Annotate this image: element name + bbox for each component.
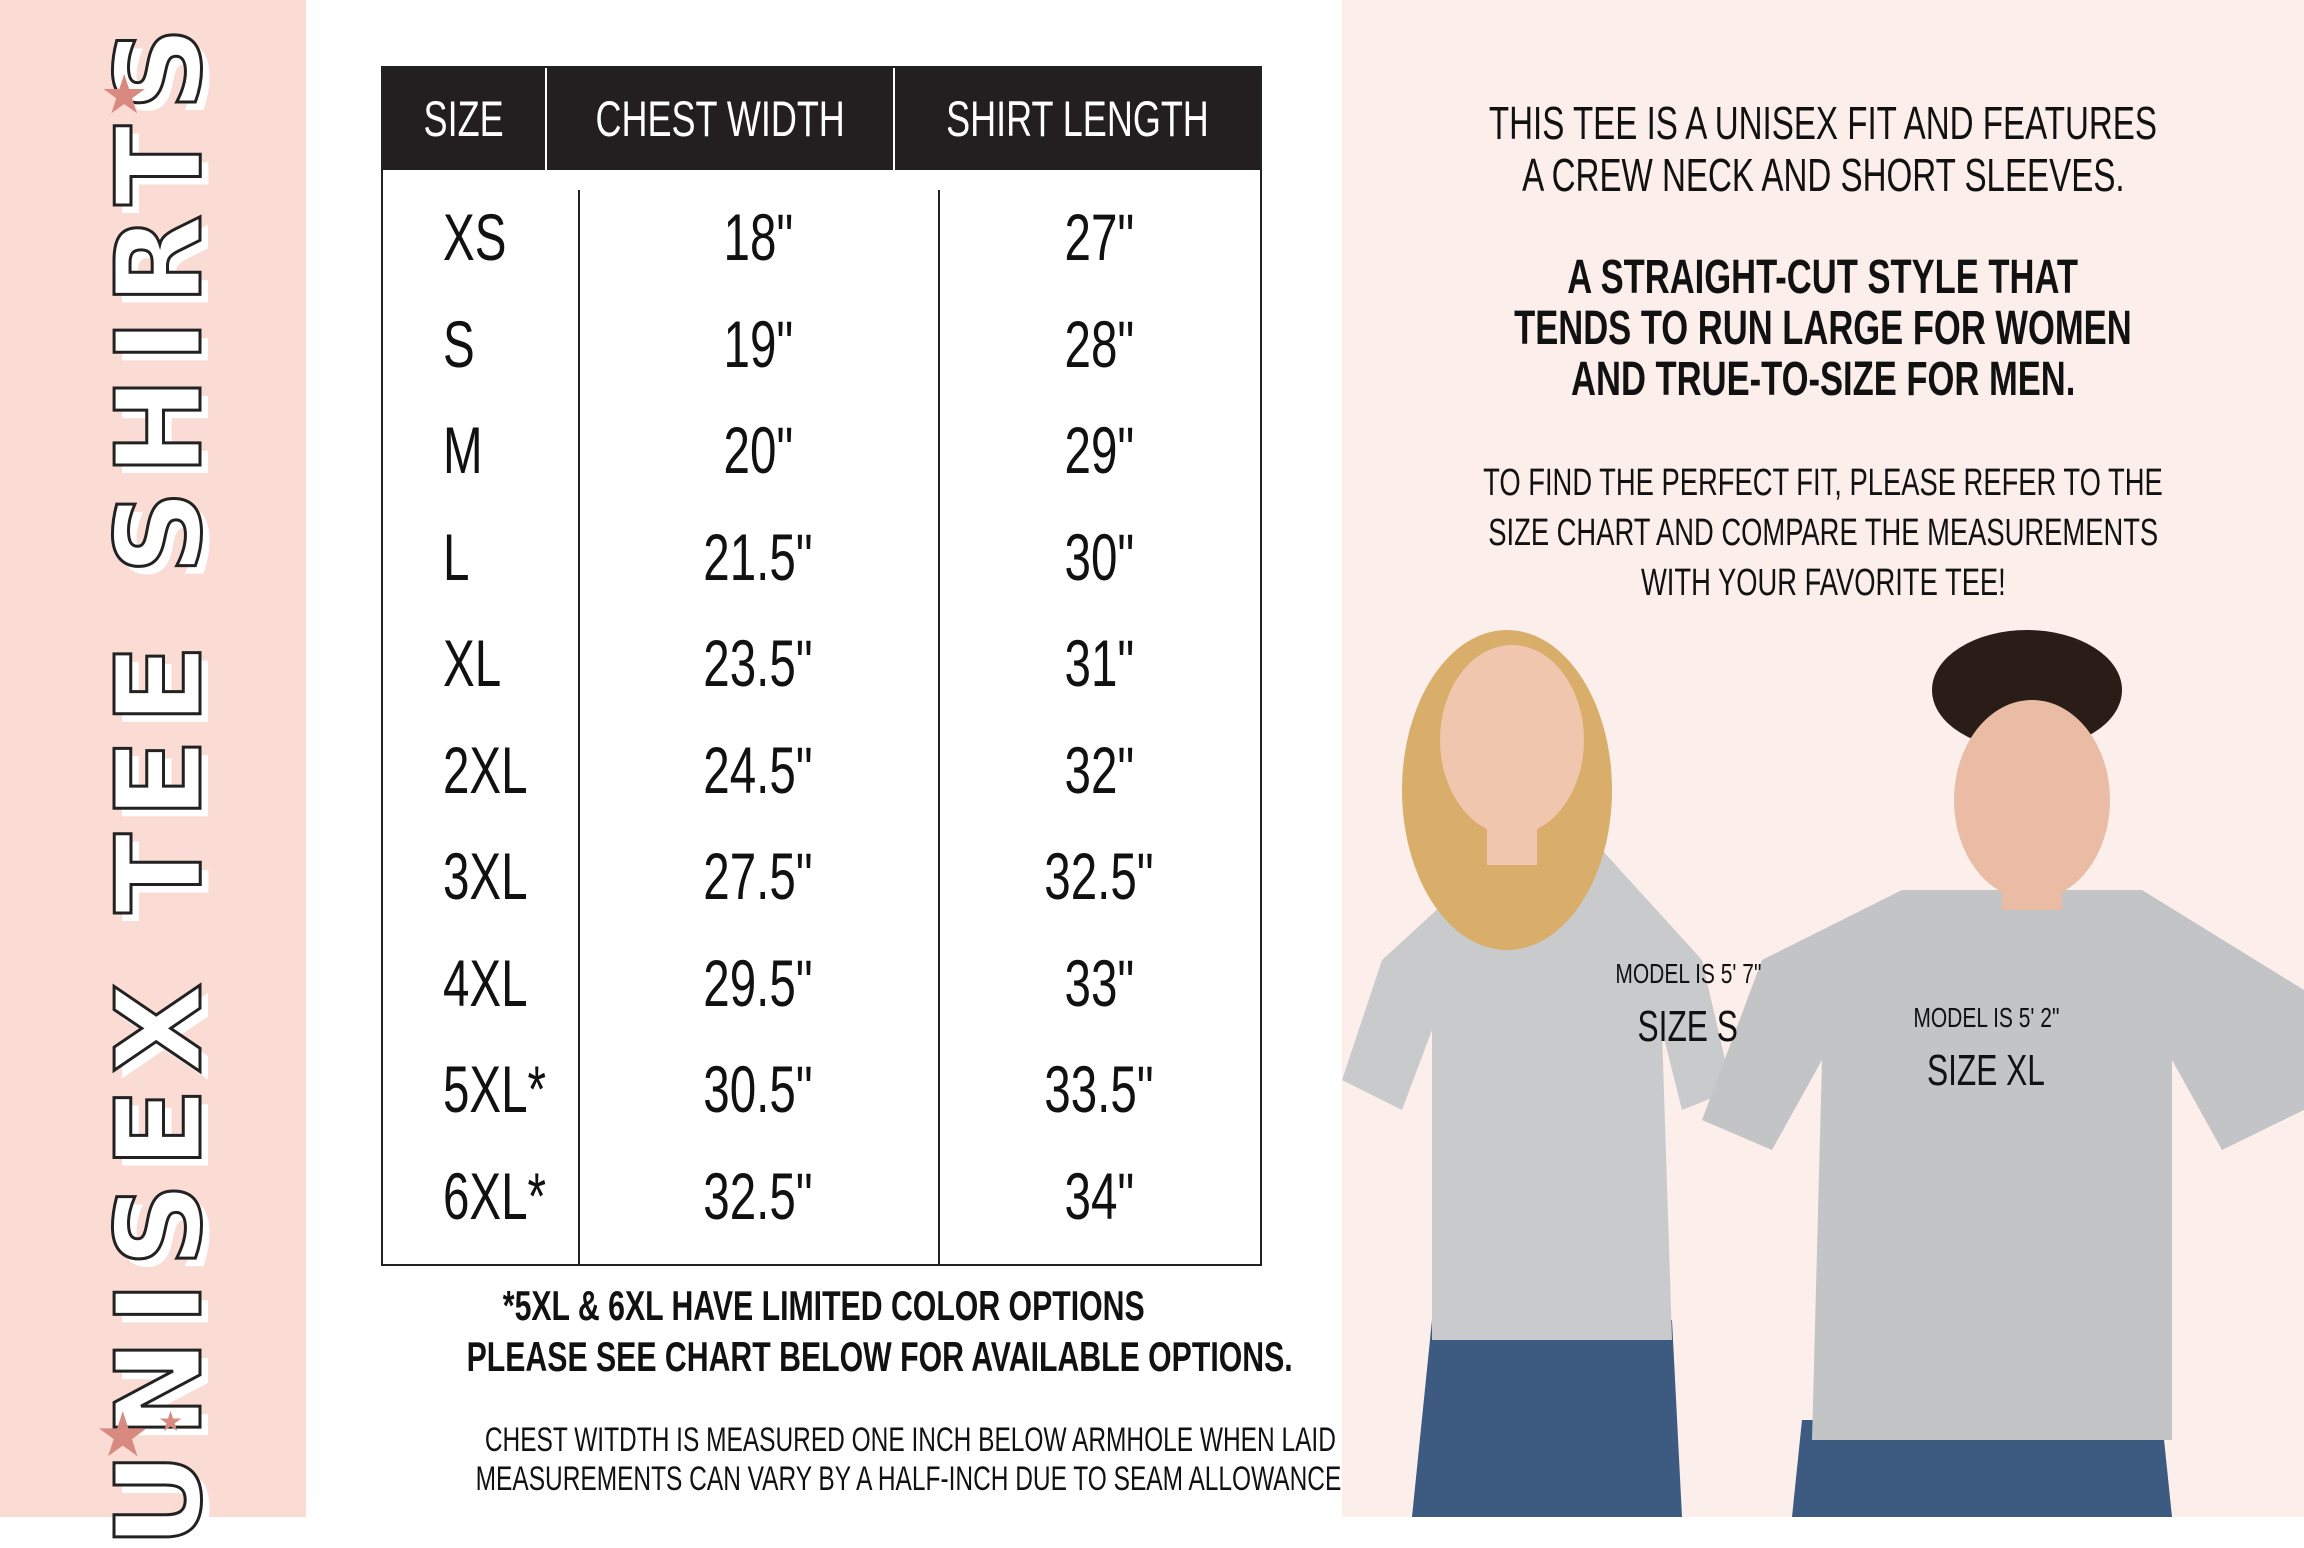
info-text: WITH YOUR FAVORITE TEE!: [1640, 562, 2006, 604]
table-header: SIZE CHEST WIDTH SHIRT LENGTH: [383, 68, 1260, 170]
model-photo-2: [1702, 630, 2304, 1517]
chest-width-cell: 20": [723, 413, 793, 487]
size-cell: M: [443, 413, 483, 487]
size-cell: S: [443, 306, 475, 381]
shirt-length-cell: 28": [1064, 306, 1134, 381]
shirt-length-cell: 27": [1064, 200, 1134, 274]
size-cell: 3XL: [443, 839, 528, 913]
chest-width-cell: 32.5": [703, 1158, 813, 1233]
shirt-length-cell: 32": [1064, 732, 1134, 807]
table-row: 6XL* 32.5" 34": [383, 1146, 1260, 1246]
model-2-size: SIZE XL: [1927, 1046, 2045, 1095]
sidebar: UNISEX TEE SHIRTS ★ ★ ★: [0, 0, 306, 1548]
size-cell: L: [443, 519, 470, 594]
info-bold-text: TENDS TO RUN LARGE FOR WOMEN: [1514, 302, 2132, 355]
info-text: THIS TEE IS A UNISEX FIT AND FEATURES: [1488, 97, 2158, 149]
model-photos: [1342, 630, 2304, 1517]
chest-width-cell: 24.5": [703, 732, 813, 807]
size-cell: 5XL*: [443, 1052, 547, 1126]
header-size: SIZE: [383, 68, 547, 170]
table-row: XS 18" 27": [383, 187, 1260, 287]
column-divider: [938, 190, 940, 1264]
chest-width-cell: 29.5": [703, 945, 813, 1020]
star-icon: ★: [95, 1401, 151, 1470]
shirt-length-cell: 31": [1064, 626, 1134, 700]
chest-width-cell: 30.5": [703, 1052, 813, 1126]
size-cell: XL: [443, 626, 502, 700]
measure-note-1: CHEST WITDTH IS MEASURED ONE INCH BELOW …: [484, 1421, 1405, 1459]
info-text: TO FIND THE PERFECT FIT, PLEASE REFER TO…: [1483, 462, 2163, 504]
info-text: SIZE CHART AND COMPARE THE MEASUREMENTS: [1488, 512, 2158, 554]
shirt-length-cell: 32.5": [1044, 839, 1154, 913]
info-bold-text: A STRAIGHT-CUT STYLE THAT: [1567, 251, 2079, 304]
size-cell: XS: [443, 200, 507, 274]
limited-note-1: *5XL & 6XL HAVE LIMITED COLOR OPTIONS: [503, 1282, 1145, 1329]
shirt-length-cell: 29": [1064, 413, 1134, 487]
chest-width-cell: 21.5": [703, 519, 813, 594]
model-photo-1: [1342, 630, 1732, 1517]
table-row: L 21.5" 30": [383, 507, 1260, 607]
info-bold-text: AND TRUE-TO-SIZE FOR MEN.: [1570, 353, 2076, 406]
star-icon: ★: [158, 1406, 184, 1437]
header-chest-width: CHEST WIDTH: [547, 68, 896, 170]
size-cell: 4XL: [443, 945, 528, 1020]
sidebar-title: UNISEX TEE SHIRTS: [89, 11, 230, 1548]
table-row: S 19" 28": [383, 294, 1260, 394]
chest-width-cell: 19": [723, 306, 793, 381]
column-divider: [578, 190, 580, 1264]
size-chart-table: SIZE CHEST WIDTH SHIRT LENGTH XS 18" 27" S 1…: [381, 66, 1262, 1266]
table-row: XL 23.5" 31": [383, 613, 1260, 713]
chest-width-cell: 23.5": [703, 626, 813, 700]
table-row: 3XL 27.5" 32.5": [383, 826, 1260, 926]
chest-width-cell: 27.5": [703, 839, 813, 913]
shirt-length-cell: 34": [1064, 1158, 1134, 1233]
table-row: 2XL 24.5" 32": [383, 720, 1260, 820]
model-2-height: MODEL IS 5' 2": [1912, 1002, 2060, 1033]
limited-note-2: PLEASE SEE CHART BELOW FOR AVAILABLE OPT…: [466, 1333, 1293, 1380]
model-1-height: MODEL IS 5' 7": [1614, 958, 1762, 989]
size-cell: 6XL*: [443, 1158, 547, 1233]
shirt-length-cell: 33.5": [1044, 1052, 1154, 1126]
header-shirt-length: SHIRT LENGTH: [946, 91, 1209, 147]
table-row: 4XL 29.5" 33": [383, 933, 1260, 1033]
info-panel: THIS TEE IS A UNISEX FIT AND FEATURES A …: [1342, 0, 2304, 1517]
size-cell: 2XL: [443, 732, 528, 807]
measure-note-2: MEASUREMENTS CAN VARY BY A HALF-INCH DUE…: [475, 1460, 1349, 1498]
model-1-size: SIZE S: [1637, 1002, 1739, 1051]
star-icon: ★: [100, 65, 149, 125]
table-row: 5XL* 30.5" 33.5": [383, 1039, 1260, 1139]
table-row: M 20" 29": [383, 400, 1260, 500]
shirt-length-cell: 30": [1064, 519, 1134, 594]
info-text: A CREW NECK AND SHORT SLEEVES.: [1521, 149, 2125, 201]
shirt-length-cell: 33": [1064, 945, 1134, 1020]
chest-width-cell: 18": [723, 200, 793, 274]
